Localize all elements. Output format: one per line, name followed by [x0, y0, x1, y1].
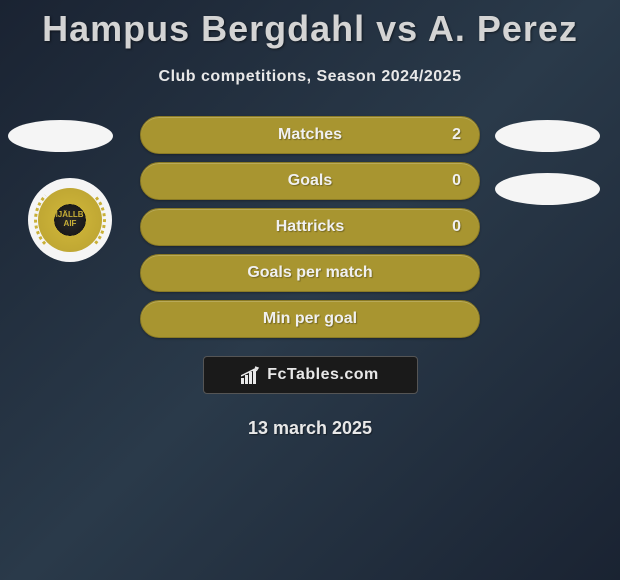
stat-right-value: 0 — [441, 172, 461, 190]
page-title: Hampus Bergdahl vs A. Perez — [0, 0, 620, 50]
club-badge-inner: MJÄLLBY AIF — [38, 188, 102, 252]
stat-row-hattricks: Hattricks 0 — [140, 208, 480, 246]
page-subtitle: Club competitions, Season 2024/2025 — [0, 68, 620, 86]
brand-box[interactable]: FcTables.com — [203, 356, 418, 394]
club-badge: MJÄLLBY AIF — [28, 178, 112, 262]
player-left-placeholder — [8, 120, 113, 152]
stat-label: Hattricks — [179, 218, 441, 236]
date-text: 13 march 2025 — [0, 418, 620, 439]
stat-label: Goals — [179, 172, 441, 190]
stats-container: Matches 2 Goals 0 Hattricks 0 Goals per … — [140, 116, 480, 338]
wreath-icon — [34, 184, 106, 256]
stat-label: Min per goal — [179, 310, 441, 328]
stat-right-value: 0 — [441, 218, 461, 236]
stat-row-goals-per-match: Goals per match — [140, 254, 480, 292]
stat-row-goals: Goals 0 — [140, 162, 480, 200]
brand-text: FcTables.com — [267, 366, 379, 384]
stat-right-value: 2 — [441, 126, 461, 144]
chart-icon — [241, 366, 263, 384]
player-right-placeholder-2 — [495, 173, 600, 205]
stat-row-min-per-goal: Min per goal — [140, 300, 480, 338]
player-right-placeholder-1 — [495, 120, 600, 152]
stat-row-matches: Matches 2 — [140, 116, 480, 154]
stat-label: Matches — [179, 126, 441, 144]
stat-label: Goals per match — [179, 264, 441, 282]
